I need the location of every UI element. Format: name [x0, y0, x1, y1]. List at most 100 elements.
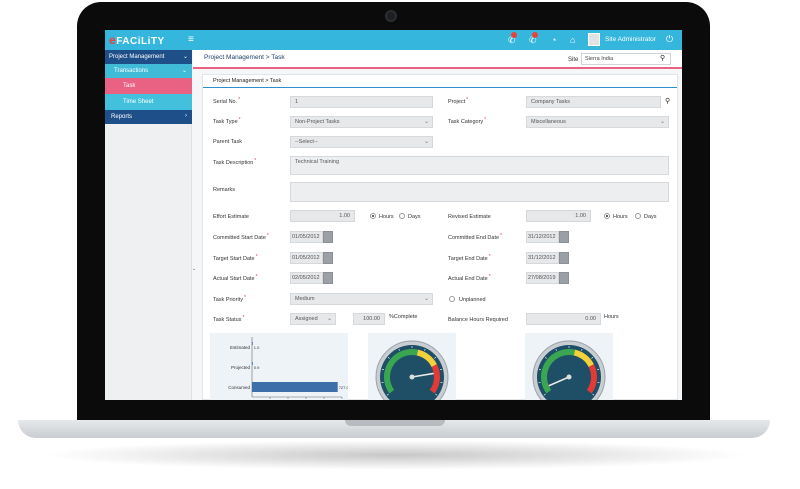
search-icon[interactable]: ⚲: [665, 98, 671, 105]
target-end-label: Target End Date*: [448, 254, 491, 262]
calendar-icon[interactable]: [559, 252, 569, 264]
sidebar-item-label: Time Sheet: [123, 99, 154, 105]
camera-icon: [385, 10, 397, 22]
sidebar-header-label: Project Management: [109, 54, 165, 60]
phone-icon[interactable]: ✆: [508, 35, 516, 45]
gauge-needle: [411, 372, 434, 378]
gauge-band: [586, 364, 597, 394]
target-start-field[interactable]: 01/05/2012: [290, 252, 323, 264]
gauge-tick: [435, 393, 438, 396]
balance-hours-unit: Hours: [604, 314, 619, 320]
bar: [252, 342, 253, 345]
remarks-field[interactable]: [290, 182, 669, 202]
app-screen: eFACiLiTY ≡ ✆ ✆ ◔ ⌂ Site Administrator ⏻…: [105, 30, 682, 400]
pie-chart-icon[interactable]: ◔: [551, 35, 557, 45]
task-priority-select[interactable]: Medium ⌄: [290, 293, 433, 305]
power-icon[interactable]: ⏻: [666, 34, 674, 44]
gauge-band: [541, 349, 576, 394]
gauge-band: [416, 349, 437, 368]
effort-bar-chart-svg: Estimated 1.0 Projected 0.9 Consumed 727.0: [228, 337, 349, 399]
effort-bar-chart: Estimated 1.0 Projected 0.9 Consumed 727.0: [210, 333, 349, 400]
project-field[interactable]: Company Tasks: [526, 96, 661, 108]
target-end-field[interactable]: 31/12/2012: [526, 252, 559, 264]
gauge-hub: [409, 374, 415, 380]
gauge-needle: [548, 376, 570, 387]
sidebar-item-time-sheet[interactable]: Time Sheet: [105, 94, 192, 110]
unplanned-label: Unplanned: [459, 297, 486, 303]
remarks-label: Remarks: [213, 187, 236, 193]
sidebar-header[interactable]: Project Management ⌄: [105, 50, 192, 64]
gauge-tick: [555, 348, 557, 351]
data-label: 1.0: [254, 345, 260, 350]
revised-hours-radio[interactable]: [604, 213, 610, 219]
sidebar-item-transactions[interactable]: Transactions ⌄: [105, 64, 192, 78]
sidebar-item-reports[interactable]: Reports ›: [105, 110, 192, 124]
sidebar-item-label: Reports: [111, 114, 133, 120]
gauge-tick: [591, 357, 594, 359]
task-status-label: Task Status*: [213, 315, 245, 323]
home-icon[interactable]: ⌂: [570, 35, 576, 45]
phone-icon[interactable]: ✆: [529, 35, 537, 45]
gauge-tick: [581, 348, 583, 351]
laptop-notch: [345, 420, 445, 426]
calendar-icon[interactable]: [559, 231, 569, 243]
calendar-icon[interactable]: [559, 272, 569, 284]
unplanned-checkbox[interactable]: [449, 296, 455, 302]
effort-estimate-field[interactable]: 1.00: [290, 210, 355, 222]
calendar-icon[interactable]: [323, 231, 333, 243]
gauge-band: [384, 349, 419, 394]
task-category-select[interactable]: Miscellaneous ⌄: [526, 116, 669, 128]
gauge-chart-1-svg: [375, 340, 449, 400]
hours-label: Hours: [613, 214, 628, 220]
days-label: Days: [408, 214, 421, 220]
bar: [252, 362, 253, 365]
serial-no-field[interactable]: 1: [290, 96, 433, 108]
percent-complete-label: %Complete: [389, 314, 418, 320]
sidebar-item-label: Transactions: [114, 68, 149, 74]
balance-hours-field[interactable]: 0.00: [526, 313, 601, 325]
revised-days-radio[interactable]: [635, 213, 641, 219]
user-icon[interactable]: [588, 33, 600, 46]
bar: [252, 382, 338, 392]
breadcrumb-bar: Project Management > Task Site Sierra In…: [193, 50, 682, 69]
data-label: 727.0: [339, 385, 348, 390]
breadcrumb: Project Management > Task: [204, 54, 285, 61]
calendar-icon[interactable]: [323, 252, 333, 264]
chevron-down-icon: ⌄: [423, 296, 429, 302]
chevron-down-icon: ⌄: [659, 119, 665, 125]
revised-estimate-field[interactable]: 1.00: [526, 210, 591, 222]
calendar-icon[interactable]: [323, 272, 333, 284]
chevron-down-icon[interactable]: ⌄: [192, 266, 197, 272]
data-label: 0.9: [254, 365, 260, 370]
category-label: Estimated: [230, 345, 251, 350]
task-form-panel: Project Management > Task Serial No.* 1 …: [202, 74, 678, 400]
task-description-field[interactable]: Technical Training: [290, 156, 669, 175]
notification-badge: [511, 32, 517, 38]
effort-days-radio[interactable]: [399, 213, 405, 219]
sidebar-item-task[interactable]: Task: [105, 78, 192, 94]
task-status-select[interactable]: Assigned ⌄: [290, 313, 336, 325]
laptop-shadow: [40, 440, 750, 470]
sidebar: Project Management ⌄ Transactions ⌄ Task…: [105, 50, 192, 400]
user-name[interactable]: Site Administrator: [605, 36, 656, 43]
site-input[interactable]: Sierra India: [581, 53, 671, 65]
actual-end-label: Actual End Date*: [448, 274, 491, 282]
gauge-tick: [543, 393, 546, 396]
gauge-tick: [434, 357, 437, 359]
effort-hours-radio[interactable]: [370, 213, 376, 219]
effort-estimate-label: Effort Estimate: [213, 214, 249, 220]
actual-start-field[interactable]: 02/05/2012: [290, 272, 323, 284]
actual-start-label: Actual Start Date*: [213, 274, 258, 282]
committed-start-field[interactable]: 01/05/2012: [290, 231, 323, 243]
actual-end-field[interactable]: 27/08/2019: [526, 272, 559, 284]
app-logo: eFACiLiTY: [109, 33, 165, 47]
notification-badge: [532, 32, 538, 38]
menu-icon[interactable]: ≡: [188, 34, 194, 45]
percent-complete-field[interactable]: 100.00: [353, 313, 385, 325]
task-type-label: Task Type*: [213, 117, 241, 125]
search-icon[interactable]: ⚲: [660, 55, 666, 62]
committed-end-field[interactable]: 31/12/2012: [526, 231, 559, 243]
parent-task-select[interactable]: --Select-- ⌄: [290, 136, 433, 148]
task-type-select[interactable]: Non-Project Tasks ⌄: [290, 116, 433, 128]
target-start-label: Target Start Date*: [213, 254, 258, 262]
